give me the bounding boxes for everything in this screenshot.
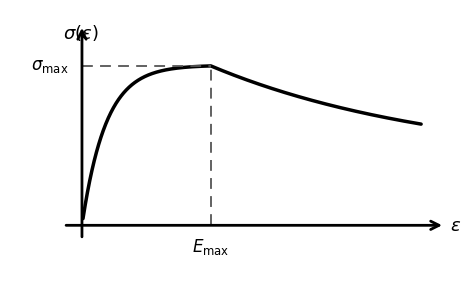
- Text: $E_{\rm max}$: $E_{\rm max}$: [192, 237, 229, 257]
- Text: $\sigma_{\rm max}$: $\sigma_{\rm max}$: [31, 57, 68, 75]
- Text: $\varepsilon$: $\varepsilon$: [450, 217, 461, 235]
- Text: $\sigma(\varepsilon)$: $\sigma(\varepsilon)$: [64, 23, 99, 43]
